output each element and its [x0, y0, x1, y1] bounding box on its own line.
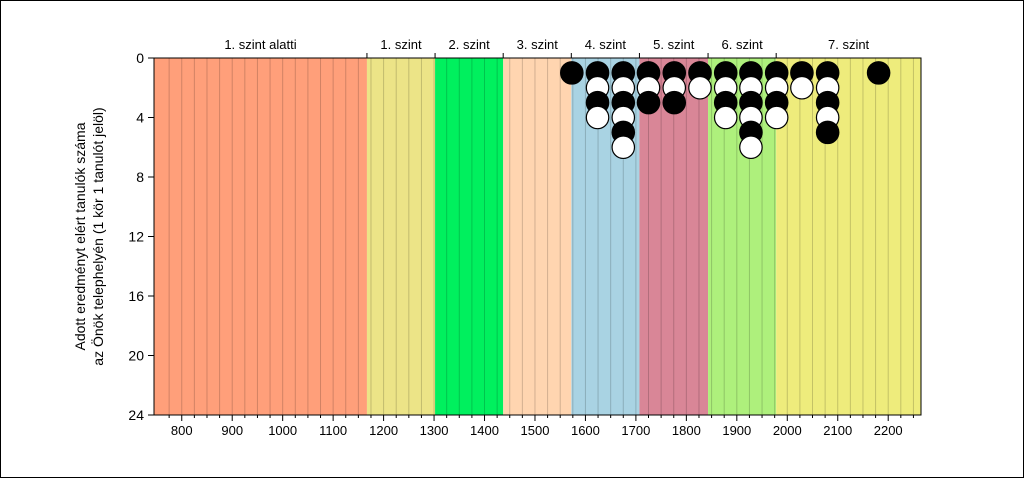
y-tick-label: 4: [136, 110, 144, 126]
band-label-2: 1. szint: [380, 37, 422, 52]
x-tick-label: 1400: [470, 423, 499, 438]
y-tick-label: 8: [136, 169, 144, 185]
x-tick-label: 2100: [823, 423, 852, 438]
y-tick-label: 12: [128, 229, 144, 245]
x-tick-label: 1300: [420, 423, 449, 438]
x-tick-label: 1200: [369, 423, 398, 438]
student-marker-open: [713, 105, 738, 130]
student-marker-filled: [662, 90, 687, 115]
x-tick-label: 1000: [268, 423, 297, 438]
x-tick-label: 1700: [621, 423, 650, 438]
y-axis-title: Adott eredményt elért tanulók száma az Ön…: [72, 107, 106, 365]
student-marker-open: [739, 135, 763, 160]
x-tick-label: 2200: [874, 423, 903, 438]
band-label-7: 6. szint: [722, 37, 764, 52]
band-label-1: 1. szint alatti: [224, 37, 296, 52]
level-band-6: [639, 58, 709, 415]
band-label-5: 4. szint: [585, 37, 627, 52]
student-marker-open: [790, 75, 814, 100]
student-marker-open: [585, 105, 610, 130]
student-marker-filled: [636, 90, 661, 115]
x-tick-label: 2000: [773, 423, 802, 438]
band-label-3: 2. szint: [449, 37, 491, 52]
x-tick-label: 1500: [521, 423, 550, 438]
y-axis-title-line: Adott eredményt elért tanulók száma: [72, 122, 88, 350]
x-tick-label: 1900: [722, 423, 751, 438]
band-label-4: 3. szint: [517, 37, 559, 52]
level-band-8: [776, 58, 921, 415]
level-band-3: [435, 58, 504, 415]
y-tick-label: 16: [128, 288, 144, 304]
student-marker-filled: [560, 61, 584, 85]
band-label-8: 7. szint: [828, 37, 870, 52]
student-marker-filled: [866, 61, 891, 85]
x-tick-label: 1600: [571, 423, 600, 438]
x-tick-label: 800: [171, 423, 193, 438]
x-tick-label: 1800: [672, 423, 701, 438]
level-band-4: [503, 58, 572, 415]
y-axis-title-line: az Önök telephelyén (1 kör 1 tanulót jel…: [89, 107, 106, 365]
y-tick-label: 20: [128, 348, 144, 364]
student-marker-filled: [815, 120, 840, 145]
y-tick-label: 24: [128, 407, 144, 423]
level-band-2: [366, 58, 436, 415]
level-band-1: [154, 58, 367, 415]
y-tick-label: 0: [136, 50, 144, 66]
x-tick-label: 1100: [319, 423, 347, 438]
band-label-6: 5. szint: [653, 37, 695, 52]
student-marker-open: [688, 75, 712, 100]
student-marker-open: [764, 105, 789, 130]
student-marker-open: [611, 135, 636, 160]
x-tick-label: 900: [221, 423, 243, 438]
